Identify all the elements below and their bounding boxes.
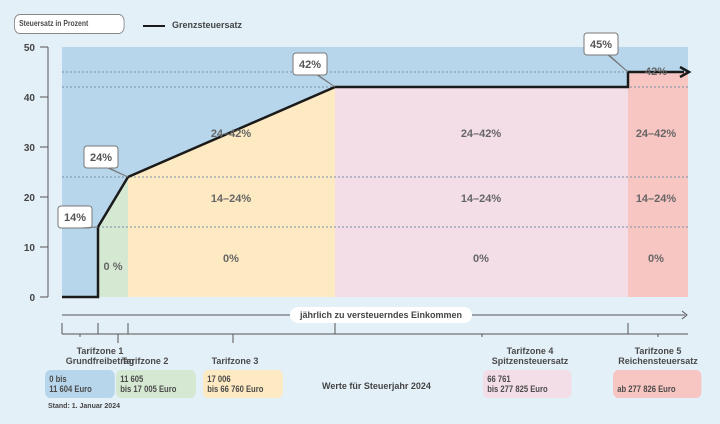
x-axis-arrowhead [681, 310, 688, 320]
zone4-range: 66 761 bis 277 825 Euro [483, 370, 572, 398]
zone5-range: ab 277 826 Euro [613, 370, 702, 398]
band-label: 24–42% [211, 128, 252, 140]
zone3-range: 17 006 bis 66 760 Euro [203, 370, 283, 398]
band-label: 42% [645, 66, 667, 78]
legend-axis-label-box: Steuersatz in Prozent [14, 14, 125, 34]
year-note: Werte für Steuerjahr 2024 [322, 381, 431, 391]
zone1-label: Tarifzone 1 Grundfreibetrag [65, 346, 135, 366]
callout-bubble [83, 145, 129, 178]
band-label: 0% [223, 253, 239, 265]
y-tick-label: 20 [24, 193, 36, 204]
zone2-label: Tarifzone 2 [121, 356, 169, 366]
legend-axis-label: Steuersatz in Prozent [19, 19, 89, 28]
band-label: 0% [648, 253, 664, 265]
zone5-fill [628, 72, 688, 297]
zone2-fill [98, 177, 128, 297]
band-label: 24–42% [461, 128, 502, 140]
y-tick-label: 40 [24, 93, 36, 104]
callout-14%: 14% [64, 212, 86, 224]
zone3-fill [128, 87, 335, 297]
y-tick-label: 50 [24, 43, 36, 54]
zone3-label: Tarifzone 3 [211, 356, 259, 366]
legend-line-swatch [143, 25, 165, 27]
y-tick-label: 0 [29, 293, 35, 304]
band-label: 14–24% [211, 193, 252, 205]
band-label: 14–24% [461, 193, 502, 205]
band-label: 0% [473, 253, 489, 265]
callout-45%: 45% [590, 39, 612, 51]
zone5-label: Tarifzone 5 Reichensteuersatz [618, 346, 698, 366]
line-arrowhead [679, 65, 692, 79]
callout-bubble [292, 52, 336, 88]
band-label: 14–24% [636, 193, 677, 205]
y-tick-label: 30 [24, 143, 36, 154]
callout-bubble [57, 205, 99, 229]
x-axis-label: jährlich zu versteuerndes Einkommen [290, 307, 472, 323]
zone4-label: Tarifzone 4 Spitzensteuersatz [491, 346, 569, 366]
zone4-fill [335, 87, 628, 297]
stand-note: Stand: 1. Januar 2024 [48, 403, 120, 410]
zone2-range: 11 605 bis 17 005 Euro [116, 370, 196, 398]
zone1-range: 0 bis 11 604 Euro [45, 370, 115, 398]
grenzsteuersatz-line [62, 70, 684, 299]
callout-bubble [583, 32, 629, 73]
band-label: 24–42% [636, 128, 677, 140]
band-label: 0 % [104, 261, 123, 273]
y-tick-label: 10 [24, 243, 36, 254]
legend-series-label: Grenzsteuersatz [172, 20, 243, 30]
callout-42%: 42% [299, 59, 321, 71]
callout-24%: 24% [90, 152, 112, 164]
